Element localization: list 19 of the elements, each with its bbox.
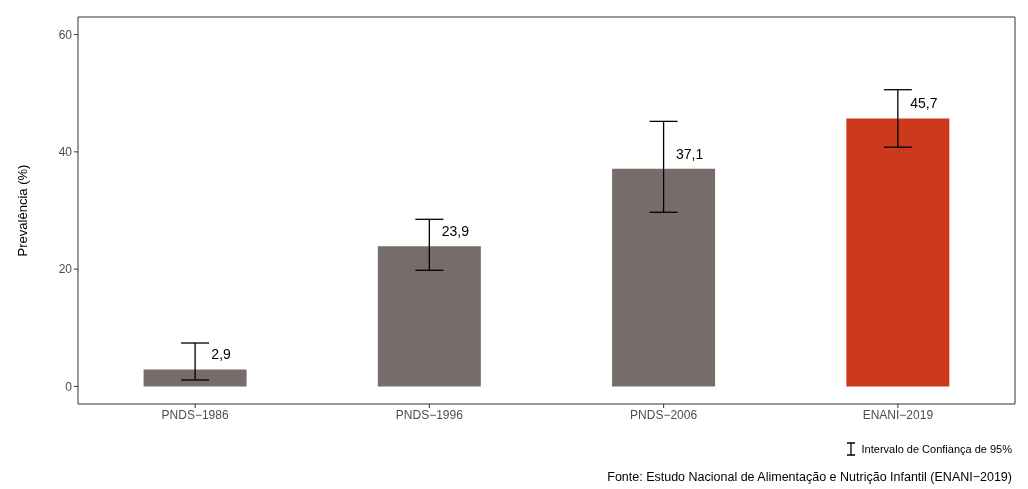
text: Intervalo de Confiança de 95% [861,443,1012,455]
y-axis-title: Prevalência (%) [14,164,30,257]
bar [143,369,247,387]
y-tick-label: 40 [58,145,73,160]
data-label: 23,9 [441,223,470,240]
y-tick-label: 60 [58,27,73,42]
y-tick-label: 0 [65,379,73,394]
bar [377,246,481,387]
bar [612,168,716,387]
bar [846,118,950,387]
x-tick-label: PNDS−1996 [395,407,464,422]
data-label: 45,7 [910,95,938,112]
x-tick-label: PNDS−1986 [161,407,229,422]
data-label: 37,1 [675,145,704,162]
y-tick-label: 20 [58,262,73,277]
source-note: Fonte: Estudo Nacional de Alimentação e Nutrição Infantil (ENANI−2019) [606,470,1013,484]
x-tick-label: ENANI−2019 [862,407,934,422]
x-tick-label: PNDS−2006 [630,407,698,422]
data-label: 2,9 [211,346,232,363]
